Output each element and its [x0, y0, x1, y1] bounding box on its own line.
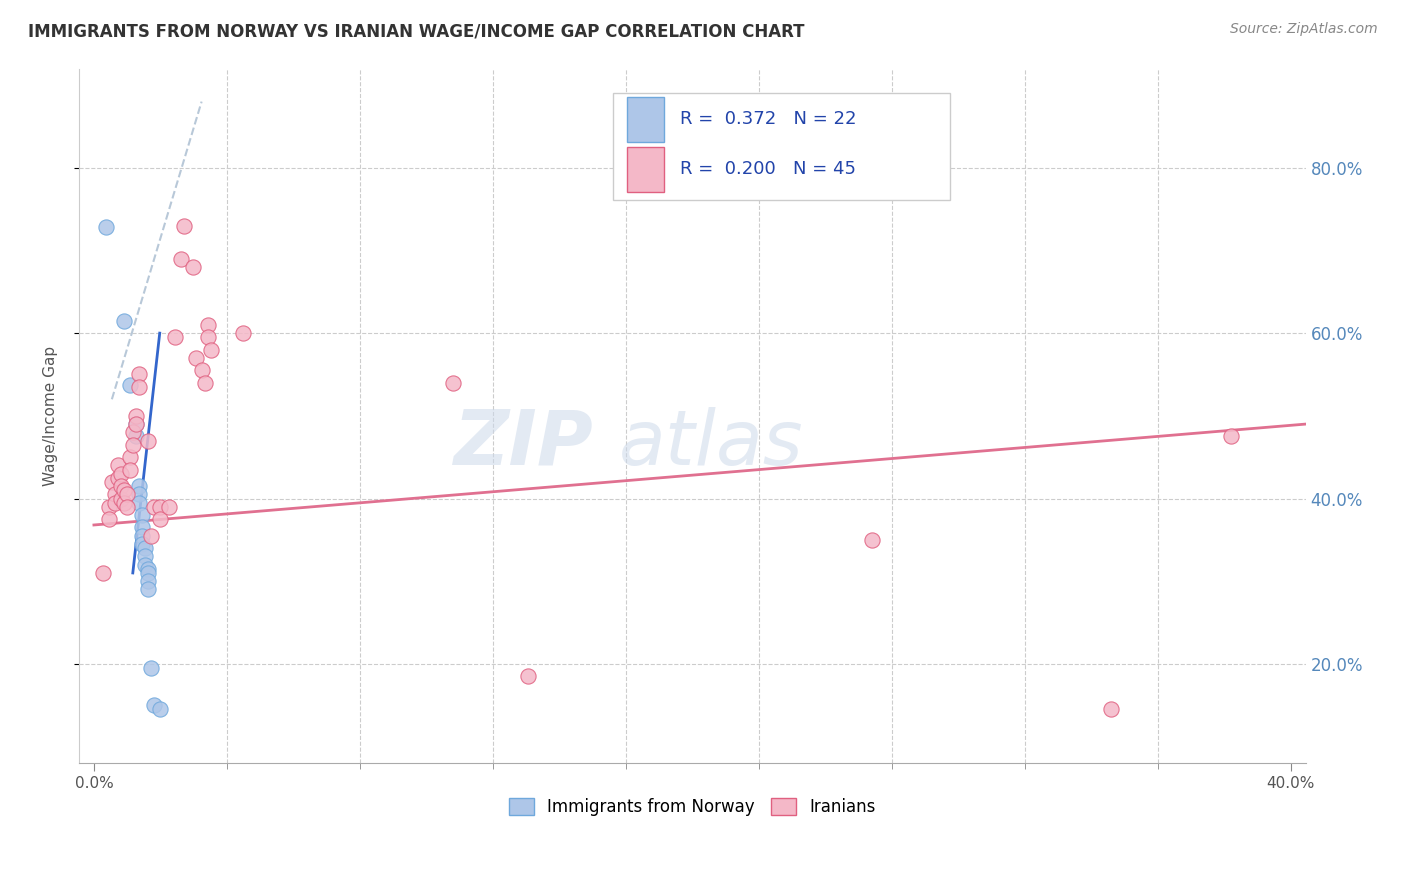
Point	[232, 326, 254, 340]
Point	[115, 487, 138, 501]
Point	[142, 698, 165, 713]
Point	[118, 450, 141, 465]
Point	[125, 429, 148, 443]
Point	[104, 487, 127, 501]
Point	[136, 582, 159, 597]
Point	[125, 417, 148, 431]
Point	[107, 471, 129, 485]
Point	[149, 512, 172, 526]
Point	[1099, 702, 1122, 716]
Point	[115, 500, 138, 514]
Point	[139, 661, 162, 675]
FancyBboxPatch shape	[613, 93, 950, 201]
Point	[110, 467, 132, 481]
Point	[134, 558, 156, 572]
Bar	[627, 146, 664, 192]
Point	[107, 458, 129, 473]
Point	[125, 417, 148, 431]
Point	[516, 669, 538, 683]
Point	[118, 378, 141, 392]
Point	[112, 483, 135, 498]
Point	[184, 351, 207, 365]
Point	[131, 537, 153, 551]
Point	[118, 462, 141, 476]
Point	[112, 314, 135, 328]
Point	[97, 500, 120, 514]
Point	[128, 368, 150, 382]
Y-axis label: Wage/Income Gap: Wage/Income Gap	[44, 346, 58, 486]
Point	[97, 512, 120, 526]
Legend: Immigrants from Norway, Iranians: Immigrants from Norway, Iranians	[501, 789, 884, 824]
Point	[131, 508, 153, 522]
Point	[190, 363, 212, 377]
Point	[169, 252, 191, 266]
Point	[173, 219, 195, 233]
Point	[134, 541, 156, 555]
Point	[121, 425, 143, 440]
Point	[128, 380, 150, 394]
Point	[131, 529, 153, 543]
Point	[441, 376, 464, 390]
Point	[110, 491, 132, 506]
Text: IMMIGRANTS FROM NORWAY VS IRANIAN WAGE/INCOME GAP CORRELATION CHART: IMMIGRANTS FROM NORWAY VS IRANIAN WAGE/I…	[28, 22, 804, 40]
Point	[94, 220, 117, 235]
Text: Source: ZipAtlas.com: Source: ZipAtlas.com	[1230, 22, 1378, 37]
Point	[134, 549, 156, 564]
Point	[104, 496, 127, 510]
Point	[163, 330, 186, 344]
Text: atlas: atlas	[619, 407, 803, 481]
Point	[131, 520, 153, 534]
Point	[125, 409, 148, 423]
Point	[121, 438, 143, 452]
Point	[149, 500, 172, 514]
Point	[149, 702, 172, 716]
Point	[1219, 429, 1241, 443]
Text: R =  0.200   N = 45: R = 0.200 N = 45	[681, 161, 856, 178]
Bar	[627, 96, 664, 142]
Point	[128, 487, 150, 501]
Point	[136, 562, 159, 576]
Point	[194, 376, 217, 390]
Point	[197, 330, 219, 344]
Point	[128, 479, 150, 493]
Point	[128, 496, 150, 510]
Point	[136, 566, 159, 580]
Point	[136, 434, 159, 448]
Point	[181, 260, 204, 274]
Point	[112, 496, 135, 510]
Point	[110, 479, 132, 493]
Point	[136, 574, 159, 589]
Point	[197, 318, 219, 332]
Point	[139, 529, 162, 543]
Text: R =  0.372   N = 22: R = 0.372 N = 22	[681, 111, 856, 128]
Point	[200, 343, 222, 357]
Text: ZIP: ZIP	[454, 407, 595, 481]
Point	[157, 500, 180, 514]
Point	[91, 566, 114, 580]
Point	[101, 475, 124, 489]
Point	[860, 533, 883, 547]
Point	[142, 500, 165, 514]
